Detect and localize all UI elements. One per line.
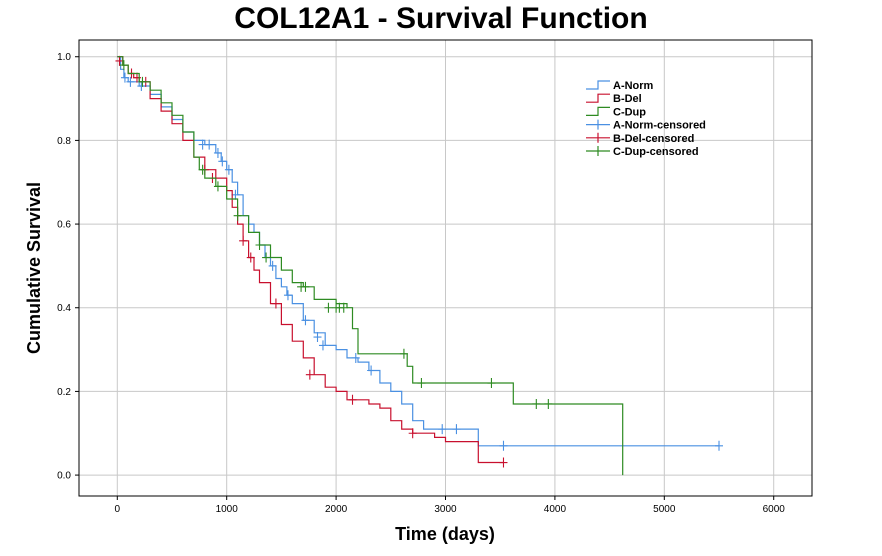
x-tick-label: 4000 <box>544 504 567 515</box>
legend-label-c-dup-censored: C-Dup-censored <box>613 146 699 158</box>
series-layer <box>115 55 724 476</box>
legend-swatch-b-del-censored <box>586 132 610 143</box>
censor-mark-c-dup <box>417 378 426 389</box>
censor-mark-c-dup <box>487 378 496 389</box>
x-tick-label: 2000 <box>325 504 348 515</box>
legend-swatch-c-dup-censored <box>586 146 610 156</box>
y-tick-label: 0.8 <box>57 136 71 147</box>
survival-curve-c-dup <box>117 56 624 476</box>
legend-swatch-a-norm-censored <box>586 119 610 130</box>
censor-mark-a-norm <box>351 352 360 363</box>
axis-ticks: 0 1000 2000 3000 4000 5000 6000 0.0 0.2 0.4 0.6 0.8… <box>57 52 785 515</box>
censor-mark-b-del <box>305 369 314 380</box>
censor-mark-a-norm <box>438 424 447 435</box>
y-tick-label: 0.0 <box>57 471 71 482</box>
censor-mark-c-dup <box>301 281 310 292</box>
censor-mark-a-norm <box>499 440 508 451</box>
censor-mark-c-dup <box>198 164 207 175</box>
censor-mark-c-dup <box>324 302 333 313</box>
censor-mark-a-norm <box>213 147 222 158</box>
censor-mark-c-dup <box>262 252 271 263</box>
y-axis-label: Cumulative Survival <box>24 182 44 354</box>
censor-mark-a-norm <box>126 76 135 87</box>
censor-mark-b-del <box>239 235 248 246</box>
censor-mark-c-dup <box>213 181 222 192</box>
y-tick-label: 0.6 <box>57 220 71 231</box>
censor-mark-a-norm <box>283 290 292 301</box>
censor-mark-a-norm <box>137 81 146 92</box>
censor-mark-b-del <box>408 428 417 439</box>
censor-mark-a-norm <box>120 72 129 83</box>
censor-mark-a-norm <box>224 164 233 175</box>
y-tick-label: 0.4 <box>57 303 71 314</box>
censor-mark-c-dup <box>544 398 553 409</box>
x-tick-label: 1000 <box>216 504 239 515</box>
censor-mark-b-del <box>348 394 357 405</box>
x-tick-label: 5000 <box>653 504 676 515</box>
x-tick-label: 3000 <box>434 504 457 515</box>
legend-swatch-a-norm <box>586 80 610 90</box>
y-tick-label: 1.0 <box>57 52 71 63</box>
censor-mark-c-dup <box>532 398 541 409</box>
legend-label-b-del-censored: B-Del-censored <box>613 133 694 145</box>
legend-swatch-c-dup <box>586 106 610 116</box>
survival-curve-b-del <box>117 56 504 464</box>
censor-mark-a-norm <box>218 156 227 167</box>
censor-mark-a-norm <box>715 440 724 451</box>
x-axis-label: Time (days) <box>395 524 495 544</box>
censor-mark-c-dup <box>119 60 128 71</box>
censor-mark-b-del <box>271 298 280 309</box>
censor-mark-a-norm <box>268 260 277 271</box>
censor-mark-c-dup <box>233 210 242 221</box>
censor-mark-a-norm <box>301 315 310 326</box>
legend-label-a-norm: A-Norm <box>613 80 654 92</box>
x-tick-label: 0 <box>115 504 121 515</box>
censor-mark-a-norm <box>318 340 327 351</box>
censor-mark-c-dup <box>138 76 147 87</box>
y-tick-label: 0.2 <box>57 387 71 398</box>
censor-mark-c-dup <box>255 239 264 250</box>
chart-title: COL12A1 - Survival Function <box>234 2 648 35</box>
censor-mark-a-norm <box>452 424 461 435</box>
censor-mark-b-del <box>246 252 255 263</box>
censor-mark-a-norm <box>367 365 376 376</box>
censor-mark-c-dup <box>339 302 348 313</box>
censor-mark-c-dup <box>399 348 408 359</box>
legend-label-b-del: B-Del <box>613 93 642 105</box>
censor-mark-a-norm <box>205 139 214 150</box>
legend-swatch-b-del <box>586 93 610 103</box>
legend-label-a-norm-censored: A-Norm-censored <box>613 120 706 132</box>
censor-mark-b-del <box>499 457 508 468</box>
censor-mark-a-norm <box>313 332 322 343</box>
grid <box>79 40 812 496</box>
legend-label-c-dup: C-Dup <box>613 106 646 118</box>
x-tick-label: 6000 <box>763 504 786 515</box>
censor-mark-b-del <box>115 55 124 66</box>
